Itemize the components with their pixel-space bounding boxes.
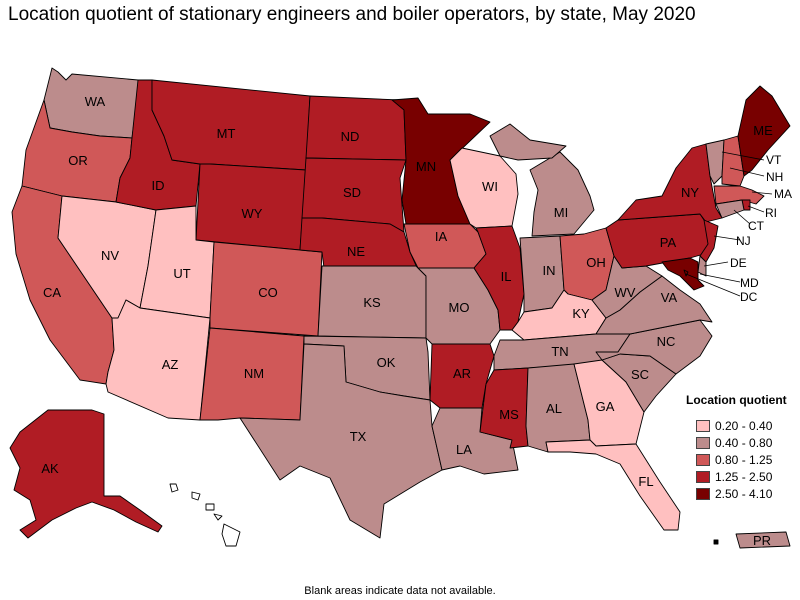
state-HI-4	[213, 513, 223, 521]
state-LA	[431, 407, 519, 475]
state-label-WY: WY	[242, 206, 263, 221]
state-AK	[9, 409, 163, 539]
state-MT	[151, 79, 311, 171]
state-HI-3	[205, 503, 215, 511]
state-label-LA: LA	[456, 442, 472, 457]
state-label-AK: AK	[41, 461, 59, 476]
state-CT	[715, 199, 745, 219]
legend-label: 0.20 - 0.40	[715, 419, 773, 433]
state-label-AR: AR	[453, 366, 471, 381]
state-label-ND: ND	[341, 129, 360, 144]
state-label-TN: TN	[551, 344, 568, 359]
state-label-NC: NC	[657, 334, 676, 349]
state-label-ID: ID	[152, 178, 165, 193]
state-label-UT: UT	[173, 266, 190, 281]
state-label-RI: RI	[765, 206, 777, 220]
state-label-MS: MS	[499, 407, 519, 422]
state-label-MD: MD	[740, 276, 759, 290]
map-title: Location quotient of stationary engineer…	[8, 4, 696, 25]
state-label-NE: NE	[347, 244, 365, 259]
state-label-CO: CO	[258, 285, 278, 300]
state-label-MT: MT	[217, 126, 236, 141]
state-label-OH: OH	[586, 255, 606, 270]
legend-title: Location quotient	[686, 393, 787, 407]
state-HI-2	[191, 491, 201, 501]
state-label-NJ: NJ	[736, 234, 751, 248]
legend-label: 0.40 - 0.80	[715, 436, 773, 450]
state-label-MA: MA	[774, 187, 792, 201]
state-label-PA: PA	[660, 235, 677, 250]
state-label-IL: IL	[501, 269, 512, 284]
island-pr-dot	[713, 539, 719, 545]
state-PR	[735, 531, 791, 549]
state-HI-1	[169, 483, 179, 493]
state-label-NM: NM	[244, 366, 264, 381]
state-label-ME: ME	[753, 123, 773, 138]
state-WI	[449, 147, 519, 229]
legend-swatch	[696, 471, 710, 483]
legend-swatch	[696, 420, 710, 432]
legend-label: 0.80 - 1.25	[715, 453, 773, 467]
state-VT	[705, 139, 725, 185]
state-MD	[661, 257, 705, 291]
state-label-OK: OK	[377, 355, 396, 370]
state-label-PR: PR	[753, 533, 771, 548]
state-MI-UP	[489, 123, 567, 161]
state-NY	[617, 143, 723, 223]
state-label-GA: GA	[596, 399, 615, 414]
state-AR	[429, 343, 495, 409]
state-label-MO: MO	[449, 300, 470, 315]
state-label-FL: FL	[638, 474, 653, 489]
state-MI	[529, 151, 595, 237]
legend-swatch	[696, 437, 710, 449]
state-label-WA: WA	[85, 94, 106, 109]
state-TX	[239, 343, 443, 539]
legend-swatch	[696, 454, 710, 466]
legend-label: 2.50 - 4.10	[715, 487, 773, 501]
state-IL	[473, 225, 525, 331]
state-label-AZ: AZ	[162, 357, 179, 372]
state-label-IA: IA	[435, 229, 448, 244]
state-label-VA: VA	[661, 290, 678, 305]
state-label-NH: NH	[766, 170, 783, 184]
state-NC	[595, 319, 713, 375]
state-ME	[737, 85, 791, 177]
legend-label: 1.25 - 2.50	[715, 470, 773, 484]
state-DE	[697, 255, 707, 277]
state-label-IN: IN	[543, 263, 556, 278]
state-label-TX: TX	[350, 429, 367, 444]
state-label-VT: VT	[766, 153, 782, 167]
state-FL	[545, 439, 681, 531]
footnote: Blank areas indicate data not available.	[304, 585, 496, 597]
state-AZ	[105, 299, 211, 421]
state-HI-5	[221, 523, 241, 547]
state-label-KY: KY	[572, 306, 590, 321]
state-label-OR: OR	[68, 153, 88, 168]
state-label-CA: CA	[43, 285, 61, 300]
state-label-CT: CT	[748, 219, 765, 233]
state-label-SD: SD	[343, 185, 361, 200]
state-label-NV: NV	[101, 248, 119, 263]
state-label-DC: DC	[740, 290, 758, 304]
state-label-KS: KS	[363, 295, 381, 310]
legend-swatch	[696, 488, 710, 500]
state-label-MN: MN	[416, 159, 436, 174]
state-label-SC: SC	[631, 367, 649, 382]
state-ND	[305, 95, 407, 161]
state-label-NY: NY	[681, 185, 699, 200]
state-label-DE: DE	[730, 256, 747, 270]
leader-lines	[685, 151, 773, 297]
state-label-AL: AL	[546, 401, 562, 416]
state-label-WI: WI	[482, 179, 498, 194]
state-label-WV: WV	[615, 285, 636, 300]
state-label-MI: MI	[554, 205, 568, 220]
